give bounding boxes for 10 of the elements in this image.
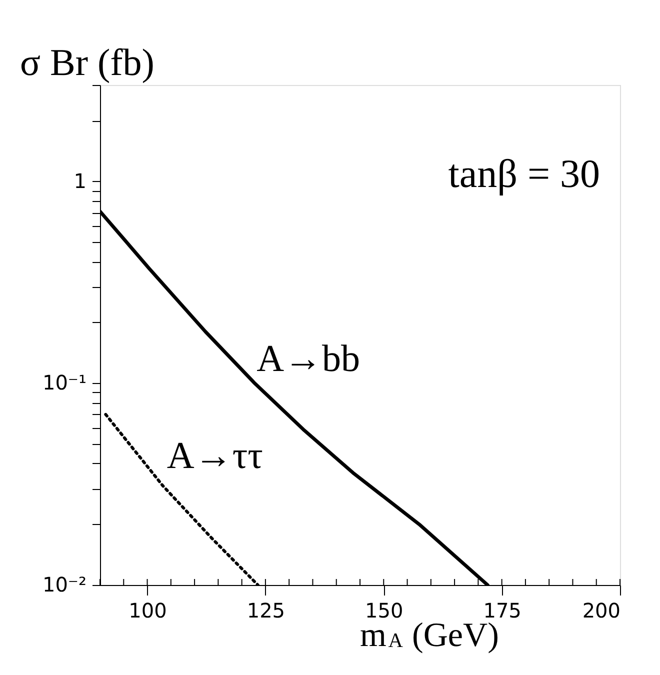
x-tick-label: 100	[128, 598, 167, 622]
y-tick-label: 10⁻¹	[42, 370, 86, 395]
x-tick-label: 200	[582, 598, 620, 622]
y-tick-label: 1	[74, 168, 86, 193]
annotation: tanβ = 30	[448, 151, 600, 196]
series-label: A→ττ	[166, 434, 263, 477]
series-label: A→bb	[256, 338, 360, 380]
x-tick-label: 125	[246, 598, 286, 622]
y-tick-label: 10⁻²	[42, 572, 86, 596]
y-axis-title: σ Br (fb)	[20, 42, 154, 84]
